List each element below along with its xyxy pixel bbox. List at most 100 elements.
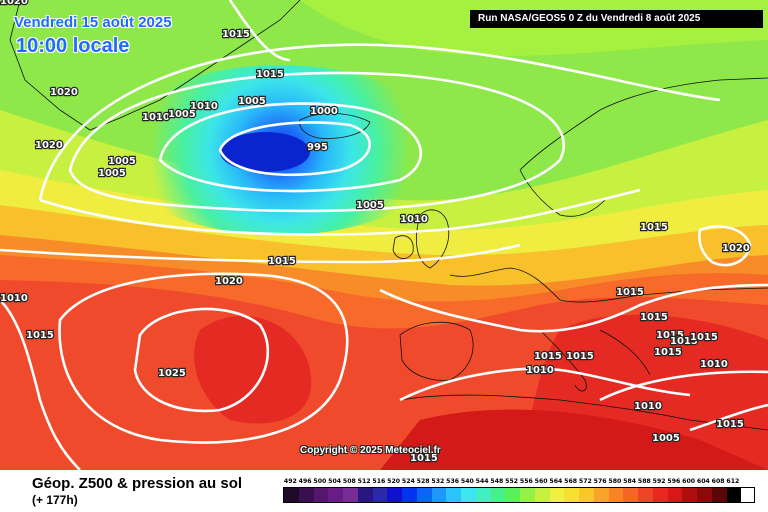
copyright-notice: Copyright © 2025 Meteociel.fr (300, 445, 441, 456)
legend-swatch (623, 488, 638, 502)
legend-value: 560 (534, 478, 548, 485)
isobar-label: 1015 (616, 287, 644, 298)
isobar-1005 (68, 71, 566, 213)
legend-value: 588 (637, 478, 651, 485)
legend-value: 536 (446, 478, 460, 485)
legend-value: 568 (564, 478, 578, 485)
isobar-label: 1010 (142, 112, 170, 123)
legend-swatch (667, 488, 683, 502)
legend-value: 532 (431, 478, 445, 485)
legend-swatch (697, 488, 712, 502)
isobar-1015-north (228, 0, 291, 62)
legend-value: 600 (682, 478, 696, 485)
legend-value: 492 (283, 478, 297, 485)
forecast-local-time: 10:00 locale (16, 35, 130, 57)
isobar-label: 1010 (190, 101, 218, 112)
legend-value: 564 (549, 478, 563, 485)
legend-value: 524 (401, 478, 415, 485)
legend-value: 540 (460, 478, 474, 485)
legend-swatch (446, 488, 461, 502)
isobar-label: 1000 (310, 106, 338, 117)
british-isles (416, 209, 450, 269)
legend-value: 520 (387, 478, 401, 485)
map-title: Géop. Z500 & pression au sol (32, 475, 243, 492)
legend-swatch (549, 488, 565, 502)
isobar-label: 1015 (256, 69, 284, 80)
isobar-label: 1015 (716, 419, 744, 430)
legend-value: 584 (623, 478, 637, 485)
legend-swatch (711, 488, 727, 502)
legend-value: 596 (667, 478, 681, 485)
legend-swatch (461, 488, 476, 502)
legend-swatch (387, 488, 402, 502)
isobar-label: 1005 (238, 96, 266, 107)
legend-value: 604 (696, 478, 710, 485)
isobar-1020-high (58, 272, 349, 444)
map-footer: Géop. Z500 & pression au sol (+ 177h) 49… (0, 470, 768, 512)
legend-color-bar (283, 487, 755, 503)
legend-value: 608 (711, 478, 725, 485)
isobar-label: 1020 (215, 276, 243, 287)
legend-swatch (534, 488, 550, 502)
isobar-1010-south (39, 188, 641, 236)
isobar-label: 1020 (50, 87, 78, 98)
legend-swatch (328, 488, 343, 502)
isobar-label: 1015 (534, 351, 562, 362)
isobar-label: 995 (307, 142, 328, 153)
legend-swatch (579, 488, 594, 502)
isobar-1015-west (0, 299, 81, 470)
legend-value: 572 (578, 478, 592, 485)
isobar-label: 1010 (400, 214, 428, 225)
band-deep-red (194, 315, 312, 424)
italy (539, 329, 587, 392)
legend-value: 516 (372, 478, 386, 485)
isobar-labels: 1020 1015 1015 1020 1010 1005 1000 1010 … (0, 0, 751, 465)
iberia (399, 321, 474, 381)
legend-value: 528 (416, 478, 430, 485)
balkans (599, 329, 651, 376)
isobar-1005-east (689, 403, 768, 432)
legend-swatch (682, 488, 697, 502)
legend-swatch (343, 488, 358, 502)
isobar-1015-med (399, 367, 691, 402)
model-run-label: Run NASA/GEOS5 0 Z du Vendredi 8 août 20… (470, 10, 763, 28)
legend-value: 496 (298, 478, 312, 485)
legend-value: 552 (505, 478, 519, 485)
isobar-label: 1010 (700, 359, 728, 370)
legend-value: 612 (726, 478, 740, 485)
isobar-1015-mid (0, 243, 521, 264)
legend-swatch (372, 488, 388, 502)
legend-swatch (284, 488, 299, 502)
isobar-label: 1015 (410, 453, 438, 464)
isobar-label: 1015 (656, 330, 684, 341)
isobar-label: 1015 (268, 256, 296, 267)
legend-labels: 492 496 500 504 508 512 516 520 524 528 532 536 540 5… (283, 478, 755, 485)
iceland-low-core (220, 132, 310, 172)
isobar-1000 (158, 102, 422, 193)
isobar-label: 1015 (566, 351, 594, 362)
isobar-label: 1015 (670, 336, 698, 347)
legend-value: 508 (342, 478, 356, 485)
legend-swatch (520, 488, 535, 502)
isobar-1020-east (698, 225, 752, 267)
legend-swatch (505, 488, 520, 502)
legend-swatch (357, 488, 373, 502)
isobar-1010-north (38, 43, 721, 201)
legend-swatch (475, 488, 491, 502)
legend-value: 548 (490, 478, 504, 485)
legend-swatch (431, 488, 447, 502)
legend-swatch (490, 488, 506, 502)
legend-value: 556 (519, 478, 533, 485)
isobar-label: 1005 (652, 433, 680, 444)
legend-swatch (593, 488, 609, 502)
isobar-label: 1005 (98, 168, 126, 179)
isobar-label: 1010 (0, 293, 28, 304)
isobar-label: 1015 (654, 347, 682, 358)
legend-swatch (402, 488, 417, 502)
legend-value: 544 (475, 478, 489, 485)
geopotential-pressure-map: 1020 1015 1015 1020 1010 1005 1000 1010 … (0, 0, 768, 470)
legend-value: 592 (652, 478, 666, 485)
norway-coast (519, 169, 606, 217)
isobar-label: 1020 (35, 140, 63, 151)
